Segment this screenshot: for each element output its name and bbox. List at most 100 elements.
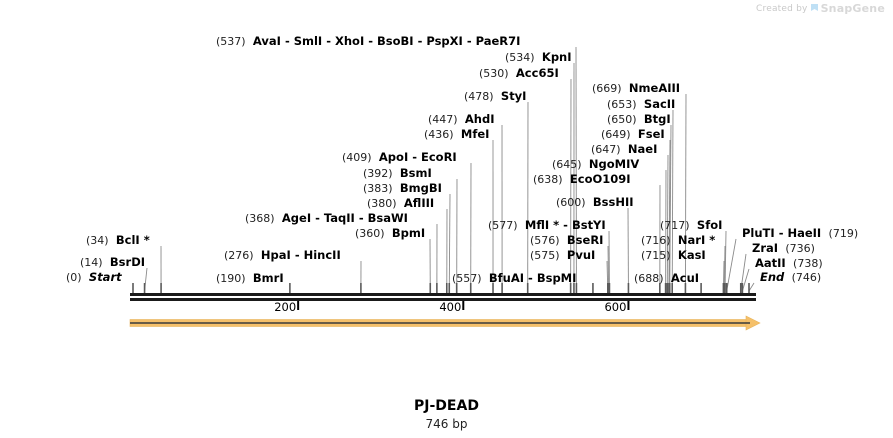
enzyme-name[interactable]: PluTI [742,226,775,240]
enzyme-label-btgi[interactable]: (650) BtgI [607,112,671,127]
enzyme-name[interactable]: PspXI [426,34,463,48]
enzyme-label-styi[interactable]: (478) StyI [464,89,527,104]
enzyme-name[interactable]: BfuAI [488,271,525,285]
enzyme-name-group: AhdI [465,112,495,126]
enzyme-label-ahdi[interactable]: (447) AhdI [428,112,495,127]
enzyme-label-pvui[interactable]: (575) PvuI [530,248,596,263]
enzyme-name[interactable]: BseRI [566,233,604,247]
enzyme-name[interactable]: AcuI [670,271,700,285]
enzyme-label-avai-row[interactable]: (537) AvaI - SmlI - XhoI - BsoBI - PspXI… [216,34,521,49]
enzyme-label-bcli[interactable]: (34) BclI * [86,233,150,248]
enzyme-name[interactable]: AflIII [403,196,435,210]
enzyme-label-agei-row[interactable]: (368) AgeI - TaqII - BsaWI [245,211,408,226]
terminal-name[interactable]: End [760,270,785,284]
enzyme-label-bsmi[interactable]: (392) BsmI [363,166,432,181]
enzyme-label-end[interactable]: End (746) [760,270,822,285]
enzyme-name[interactable]: HincII [303,248,341,262]
enzyme-position: (715) [641,249,671,262]
enzyme-name[interactable]: ZraI [752,241,779,255]
enzyme-label-afliii[interactable]: (380) AflIII [367,196,435,211]
enzyme-label-acui[interactable]: (688) AcuI [634,271,700,286]
enzyme-name[interactable]: TaqII [323,211,355,225]
enzyme-label-mfei[interactable]: (436) MfeI [424,127,490,142]
enzyme-position: (746) [791,271,822,284]
enzyme-label-bfuai-row[interactable]: (557) BfuAI - BspMI [452,271,577,286]
enzyme-name[interactable]: SmlI [293,34,323,48]
enzyme-name[interactable]: MflI * [524,218,560,232]
backbone-lower-line [130,298,756,301]
enzyme-label-bmgbi[interactable]: (383) BmgBI [363,181,442,196]
enzyme-separator: - [408,150,421,164]
enzyme-name-group: BsrDI [110,255,145,269]
enzyme-label-kasi[interactable]: (715) KasI [641,248,706,263]
enzyme-name[interactable]: AhdI [464,112,495,126]
enzyme-label-sacii[interactable]: (653) SacII [607,97,676,112]
enzyme-name[interactable]: AgeI [281,211,312,225]
enzyme-label-aatii[interactable]: AatII (738) [755,256,823,271]
enzyme-label-kpni[interactable]: (534) KpnI [505,50,572,65]
enzyme-name[interactable]: SfoI [696,218,723,232]
enzyme-label-start[interactable]: (0) Start [66,270,122,285]
enzyme-name[interactable]: BsaWI [367,211,408,225]
enzyme-label-bseri[interactable]: (576) BseRI [530,233,604,248]
enzyme-name[interactable]: NmeAIII [628,81,681,95]
enzyme-label-apoi-row[interactable]: (409) ApoI - EcoRI [342,150,457,165]
enzyme-label-sfoi[interactable]: (717) SfoI [660,218,723,233]
enzyme-name[interactable]: KasI [677,248,706,262]
enzyme-label-bpmi[interactable]: (360) BpmI [355,226,426,241]
enzyme-name[interactable]: PvuI [566,248,596,262]
enzyme-name[interactable]: KpnI [541,50,572,64]
enzyme-name-group: BtgI [644,112,671,126]
enzyme-name[interactable]: StyI [500,89,527,103]
enzyme-label-hpai-row[interactable]: (276) HpaI - HincII [224,248,341,263]
enzyme-label-nari[interactable]: (716) NarI * [641,233,715,248]
terminal-name[interactable]: Start [88,270,122,284]
enzyme-label-zrai[interactable]: ZraI (736) [752,241,815,256]
enzyme-label-bmri[interactable]: (190) BmrI [216,271,284,286]
enzyme-name[interactable]: ApoI [378,150,409,164]
enzyme-label-fsei[interactable]: (649) FseI [601,127,665,142]
enzyme-name[interactable]: PaeR7I [475,34,521,48]
enzyme-name[interactable]: MfeI [460,127,490,141]
enzyme-separator: - [290,248,304,262]
enzyme-label-bsshii[interactable]: (600) BssHII [556,195,634,210]
enzyme-name[interactable]: SacII [643,97,676,111]
enzyme-name[interactable]: NaeI [627,142,658,156]
enzyme-name[interactable]: EcoRI [421,150,457,164]
enzyme-name[interactable]: BpmI [391,226,426,240]
enzyme-position: (576) [530,234,560,247]
enzyme-name-group: FseI [638,127,665,141]
enzyme-name[interactable]: BmgBI [399,181,442,195]
enzyme-label-bsrdi[interactable]: (14) BsrDI [80,255,145,270]
enzyme-name[interactable]: BssHII [592,195,634,209]
enzyme-position: (719) [828,227,859,240]
enzyme-name[interactable]: BstYI [571,218,606,232]
enzyme-name[interactable]: AvaI [252,34,281,48]
enzyme-name[interactable]: EcoO109I [569,172,631,186]
enzyme-name[interactable]: AatII [755,256,786,270]
enzyme-label-plutirow[interactable]: PluTI - HaeII (719) [742,226,859,241]
enzyme-name[interactable]: XhoI [335,34,365,48]
enzyme-label-mfli-row[interactable]: (577) MflI * - BstYI [488,218,606,233]
enzyme-name[interactable]: BsrDI [109,255,146,269]
snapgene-flag-icon [810,4,818,15]
enzyme-name[interactable]: BsmI [399,166,432,180]
enzyme-label-naei[interactable]: (647) NaeI [591,142,658,157]
enzyme-label-ngomiv[interactable]: (645) NgoMIV [552,157,640,172]
enzyme-position: (190) [216,272,246,285]
enzyme-label-nmeaiii[interactable]: (669) NmeAIII [592,81,681,96]
enzyme-name[interactable]: HpaI [260,248,291,262]
enzyme-label-ecoo109i[interactable]: (638) EcoO109I [533,172,631,187]
enzyme-name[interactable]: BsoBI [377,34,414,48]
enzyme-name[interactable]: BspMI [536,271,577,285]
enzyme-name[interactable]: Acc65I [515,66,559,80]
enzyme-label-acc65i[interactable]: (530) Acc65I [479,66,559,81]
enzyme-name-group: NarI * [678,233,715,247]
enzyme-name[interactable]: BtgI [643,112,671,126]
enzyme-name[interactable]: BmrI [252,271,284,285]
enzyme-name[interactable]: BclI * [115,233,150,247]
enzyme-name[interactable]: NgoMIV [588,157,640,171]
enzyme-name[interactable]: FseI [637,127,665,141]
enzyme-name[interactable]: NarI * [677,233,716,247]
enzyme-name[interactable]: HaeII [787,226,822,240]
